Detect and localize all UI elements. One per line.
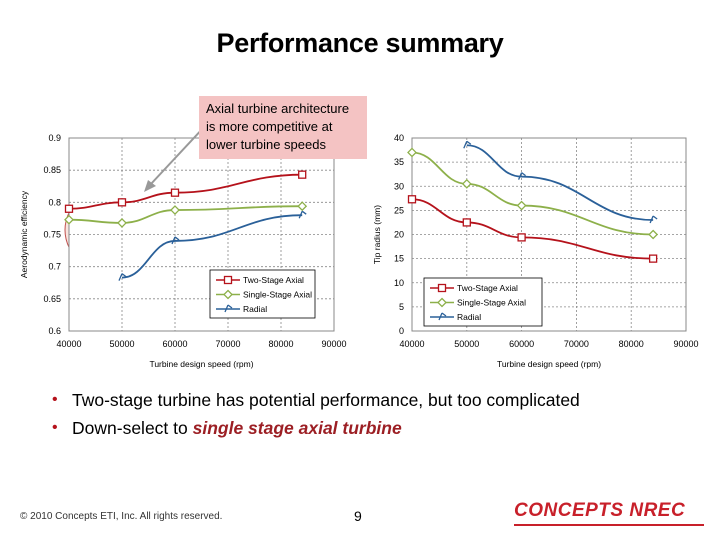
legend-label: Radial (243, 304, 267, 314)
x-tick-label: 40000 (56, 339, 81, 349)
legend-label: Single-Stage Axial (243, 290, 312, 300)
series-line (466, 144, 654, 221)
x-tick-label: 50000 (109, 339, 134, 349)
y-axis-label: Tip radius (mm) (372, 205, 382, 264)
bullet-emphasis: single stage axial turbine (192, 418, 402, 438)
x-tick-label: 80000 (268, 339, 293, 349)
data-point (516, 200, 527, 211)
data-point (407, 195, 417, 204)
bullet-text: Down-select to (72, 418, 193, 438)
series-line (411, 198, 654, 260)
x-tick-label: 70000 (564, 339, 589, 349)
data-point (648, 229, 659, 240)
series-radial (118, 210, 307, 281)
data-point (517, 233, 526, 242)
x-tick-label: 60000 (509, 339, 534, 349)
x-tick-label: 50000 (454, 339, 479, 349)
callout-box: Axial turbine architecture is more compe… (199, 96, 367, 159)
series-single-stage (407, 147, 659, 240)
copyright-text: © 2010 Concepts ETI, Inc. All rights res… (20, 511, 223, 522)
data-point (170, 188, 180, 197)
data-point (649, 215, 658, 224)
series-line (411, 151, 654, 236)
legend-label: Single-Stage Axial (457, 298, 526, 308)
tip-radius-chart: 40000 50000 60000 70000 80000 90000 0 5 10 15 20 25… (372, 133, 699, 369)
y-tick-label: 0.6 (48, 326, 61, 336)
series-line (68, 205, 303, 224)
legend-marker (224, 304, 233, 313)
legend-marker (437, 283, 447, 293)
y-tick-label: 0.85 (43, 165, 61, 175)
y-tick-label: 0.7 (48, 262, 61, 272)
x-tick-label: 70000 (215, 339, 240, 349)
page-number: 9 (354, 508, 362, 524)
data-point (117, 198, 127, 207)
x-tick-label: 90000 (673, 339, 698, 349)
data-point (117, 218, 127, 228)
x-tick-label: 80000 (619, 339, 644, 349)
logo-underline (514, 524, 704, 526)
callout-arrow (144, 124, 207, 192)
legend-marker (223, 275, 233, 285)
legend-marker (223, 289, 233, 300)
company-logo: CONCEPTS NREC (514, 500, 686, 521)
data-point (171, 236, 180, 245)
y-tick-label: 0.9 (48, 133, 61, 143)
data-point (407, 147, 417, 158)
y-tick-label: 25 (394, 205, 404, 215)
legend-label: Two-Stage Axial (457, 283, 518, 293)
bullet-list: • Two-stage turbine has potential perfor… (52, 386, 712, 442)
series-radial (463, 140, 658, 224)
legend-marker (437, 297, 447, 308)
y-tick-label: 0.65 (43, 294, 61, 304)
data-point (298, 170, 307, 179)
y-tick-label: 0.8 (48, 197, 61, 207)
series-two-stage (64, 170, 307, 213)
data-point (64, 204, 74, 213)
y-axis-label: Aerodynamic efficiency (19, 190, 29, 278)
slide-title: Performance summary (216, 28, 504, 58)
x-axis-label: Turbine design speed (rpm) (497, 359, 601, 369)
bullet-item: • Down-select to single stage axial turb… (52, 414, 712, 442)
bullet-icon: • (52, 391, 58, 408)
x-tick-label: 90000 (321, 339, 346, 349)
callout-arrow-head (144, 180, 156, 192)
data-point (170, 205, 180, 215)
data-point (518, 172, 526, 180)
bullet-text: Two-stage turbine has potential performa… (72, 390, 580, 410)
y-tick-label: 35 (394, 157, 404, 167)
y-tick-label: 10 (394, 278, 404, 288)
y-tick-label: 40 (394, 133, 404, 143)
data-point (298, 210, 307, 219)
data-point (64, 214, 74, 225)
data-point (461, 178, 472, 189)
data-point (118, 273, 127, 281)
series-line (121, 214, 303, 279)
data-point (297, 201, 308, 212)
series-line (68, 173, 303, 210)
y-tick-label: 20 (394, 230, 404, 240)
series-single-stage (64, 201, 308, 228)
y-tick-label: 5 (399, 302, 404, 312)
y-tick-label: 0 (399, 326, 404, 336)
y-tick-label: 15 (394, 254, 404, 264)
x-axis-label: Turbine design speed (rpm) (149, 359, 253, 369)
y-tick-label: 0.75 (43, 230, 61, 240)
bullet-item: • Two-stage turbine has potential perfor… (52, 386, 712, 414)
efficiency-chart: 40000 50000 60000 70000 80000 90000 0.6 0.65 0.7… (19, 124, 347, 369)
x-tick-label: 40000 (399, 339, 424, 349)
data-point (463, 140, 472, 149)
chart-legend: Two-Stage Axial Single-Stage Axial Radial (423, 277, 543, 327)
data-point (462, 218, 471, 227)
data-point (648, 254, 658, 263)
legend-marker (438, 312, 447, 321)
callout-arrow-line (149, 124, 207, 186)
bullet-icon: • (52, 419, 58, 436)
legend-label: Radial (457, 312, 481, 322)
legend-label: Two-Stage Axial (243, 275, 304, 285)
y-tick-label: 30 (394, 181, 404, 191)
x-tick-label: 60000 (162, 339, 187, 349)
series-two-stage (407, 195, 658, 263)
chart-legend: Two-Stage Axial Single-Stage Axial Radial (209, 269, 316, 319)
